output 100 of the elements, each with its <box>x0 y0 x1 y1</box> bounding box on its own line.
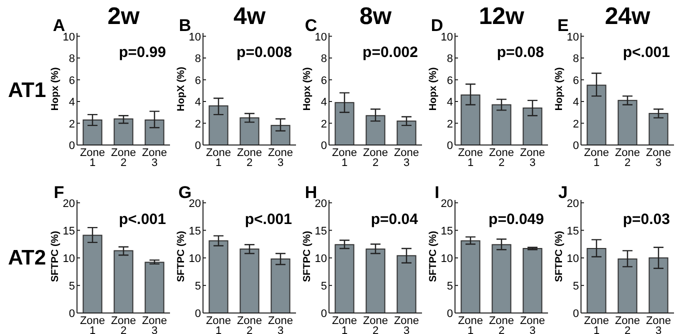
y-axis-title: Hopx (%) <box>50 67 61 111</box>
y-tick-label: 0 <box>194 308 201 320</box>
x-tick-label: Zone 1 <box>584 147 610 169</box>
y-tick-label: 10 <box>566 252 579 265</box>
y-tick-label: 15 <box>314 225 327 238</box>
x-tick-label: Zone 2 <box>488 315 514 334</box>
y-tick-label: 10 <box>62 252 75 265</box>
y-tick-label: 15 <box>188 225 201 238</box>
y-tick-label: 4 <box>572 96 579 109</box>
y-tick-label: 5 <box>446 280 453 292</box>
y-tick-label: 15 <box>440 225 453 238</box>
y-tick-label: 6 <box>446 74 453 87</box>
bar <box>460 94 480 146</box>
y-tick-label: 0 <box>572 140 579 152</box>
x-tick-label: Zone 1 <box>80 147 106 169</box>
y-tick-label: 10 <box>188 252 201 265</box>
bar <box>586 84 606 146</box>
chart-title: 8w <box>359 3 392 30</box>
bar <box>396 255 416 314</box>
x-tick-label: Zone 1 <box>458 315 484 334</box>
bar <box>618 100 638 146</box>
y-tick-label: 6 <box>194 74 201 87</box>
y-tick-label: 5 <box>194 280 201 292</box>
annotation: p=0.008 <box>236 44 292 61</box>
y-tick-label: 5 <box>320 280 327 292</box>
chart-title: 4w <box>233 3 266 30</box>
bar <box>492 104 512 146</box>
y-tick-label: 20 <box>440 198 453 210</box>
bar <box>270 124 290 146</box>
x-tick-label: Zone 2 <box>614 147 640 169</box>
y-tick-label: 15 <box>566 225 579 238</box>
bar <box>366 115 386 146</box>
y-tick-label: 8 <box>68 53 75 66</box>
chart-subtitle: D <box>430 16 444 35</box>
annotation: p=0.03 <box>622 211 670 228</box>
x-tick-label: Zone 2 <box>362 315 388 334</box>
annotation: p=0.002 <box>362 44 418 61</box>
y-tick-label: 6 <box>320 74 327 87</box>
y-tick-label: 4 <box>194 96 201 109</box>
annotation: p<.001 <box>622 44 670 61</box>
annotation: p=0.08 <box>496 44 544 61</box>
bar <box>240 248 260 314</box>
chart-title: 2w <box>107 3 140 30</box>
x-tick-label: Zone 2 <box>110 315 136 334</box>
y-tick-label: 8 <box>572 53 579 66</box>
x-tick-label: Zone 3 <box>142 315 168 334</box>
y-tick-label: 2 <box>320 118 327 130</box>
chart-title: 24w <box>604 3 651 30</box>
y-tick-label: 20 <box>188 198 201 210</box>
y-axis-title: SFTPC (%) <box>302 230 313 282</box>
y-tick-label: 10 <box>566 31 579 44</box>
y-tick-label: 20 <box>566 198 579 210</box>
bar <box>240 117 260 146</box>
x-tick-label: Zone 1 <box>80 315 106 334</box>
y-tick-label: 8 <box>194 53 201 66</box>
bar <box>82 234 102 314</box>
bar <box>208 240 228 314</box>
y-tick-label: 5 <box>572 280 579 292</box>
annotation: p=0.049 <box>488 211 544 228</box>
text: AT2 <box>8 246 46 270</box>
x-tick-label: Zone 2 <box>236 315 262 334</box>
y-axis-title: SFTPC (%) <box>554 230 565 282</box>
y-axis-title: SFTPC (%) <box>176 230 187 282</box>
x-tick-label: Zone 2 <box>236 147 262 169</box>
y-tick-label: 4 <box>446 96 453 109</box>
x-tick-label: Zone 2 <box>488 147 514 169</box>
y-tick-label: 2 <box>68 118 75 130</box>
y-axis-title: SFTPC (%) <box>50 230 61 282</box>
annotation: p=0.99 <box>118 44 166 61</box>
y-tick-label: 0 <box>68 308 75 320</box>
x-tick-label: Zone 2 <box>110 147 136 169</box>
y-tick-label: 0 <box>320 140 327 152</box>
x-tick-label: Zone 1 <box>206 315 232 334</box>
x-tick-label: Zone 1 <box>332 315 358 334</box>
y-tick-label: 0 <box>194 140 201 152</box>
x-tick-label: Zone 3 <box>394 147 420 169</box>
x-tick-label: Zone 3 <box>268 315 294 334</box>
bar <box>648 257 668 314</box>
y-tick-label: 10 <box>62 31 75 44</box>
y-tick-label: 20 <box>314 198 327 210</box>
y-axis-title: SFTPC (%) <box>428 230 439 282</box>
y-tick-label: 8 <box>446 53 453 66</box>
y-tick-label: 4 <box>320 96 327 109</box>
y-tick-label: 10 <box>314 31 327 44</box>
y-tick-label: 0 <box>446 140 453 152</box>
x-tick-label: Zone 3 <box>646 315 672 334</box>
y-tick-label: 10 <box>188 31 201 44</box>
chart-subtitle: B <box>178 16 192 35</box>
x-tick-label: Zone 2 <box>614 315 640 334</box>
y-axis-title: HopX (%) <box>176 66 187 112</box>
chart-subtitle: J <box>558 183 568 202</box>
annotation: p=0.04 <box>370 211 419 228</box>
x-tick-label: Zone 1 <box>584 315 610 334</box>
bar <box>208 105 228 146</box>
bar <box>334 244 354 314</box>
chart-subtitle: I <box>434 183 440 202</box>
x-tick-label: Zone 3 <box>142 147 168 169</box>
bar <box>586 248 606 314</box>
y-tick-label: 0 <box>68 140 75 152</box>
y-axis-title: Hopx (%) <box>302 67 313 111</box>
